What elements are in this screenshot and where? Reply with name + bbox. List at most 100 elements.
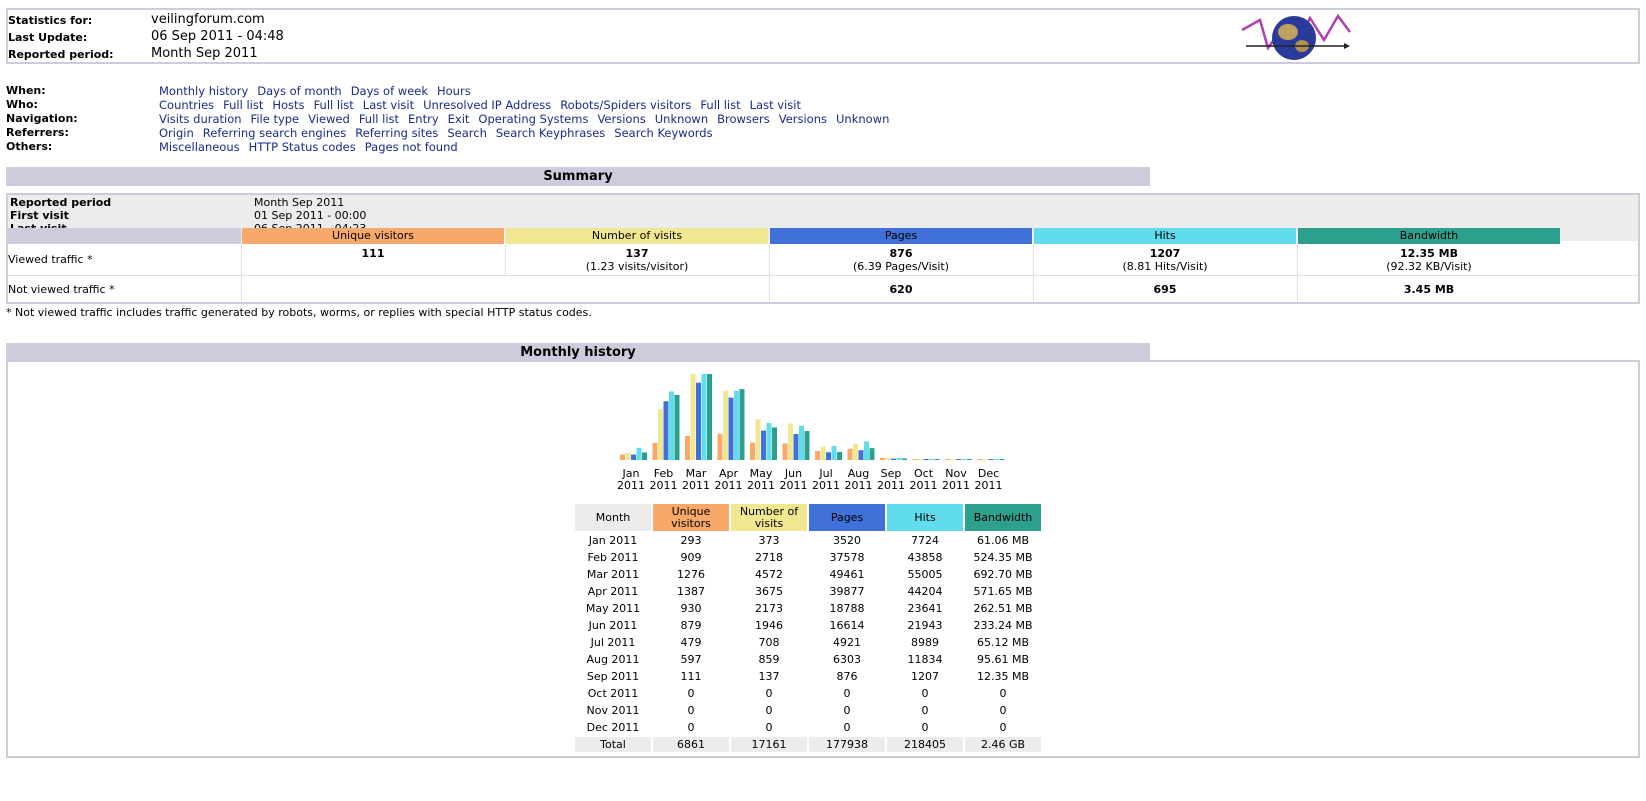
table-row: Dec 2011 0 0 0 0 0: [575, 720, 1041, 735]
table-cell: 43858: [907, 551, 943, 564]
th-pages: Pages: [809, 504, 885, 531]
nav-link[interactable]: Search Keywords: [614, 126, 713, 140]
table-cell: 65.12 MB: [976, 636, 1030, 649]
awstats-globe-logo-icon[interactable]: [1240, 12, 1352, 64]
chart-tick-month: Aug: [847, 467, 870, 480]
table-total-row: Total 6861 17161 177938 218405 2.46 GB: [575, 737, 1041, 752]
table-cell: 262.51 MB: [973, 602, 1033, 615]
nav-link[interactable]: Operating Systems: [478, 112, 589, 126]
table-cell: 12.35 MB: [976, 670, 1030, 683]
nav-link[interactable]: Unknown: [836, 112, 890, 126]
viewed-pages: 876 (6.39 Pages/Visit): [770, 247, 1032, 273]
table-cell: 0: [687, 721, 695, 734]
table-cell: 1276: [677, 568, 705, 581]
chart-bar: [788, 423, 793, 460]
table-cell: 909: [680, 551, 702, 564]
nav-others-label: Others:: [6, 140, 53, 153]
nav-link[interactable]: Entry: [408, 112, 439, 126]
nav-link[interactable]: Full list: [223, 98, 264, 112]
table-cell: 0: [999, 704, 1007, 717]
chart-bar: [988, 459, 994, 460]
not-viewed-bandwidth: 3.45 MB: [1298, 283, 1560, 296]
table-cell: 0: [921, 704, 929, 717]
chart-bar: [728, 397, 734, 460]
nav-link[interactable]: Search: [447, 126, 487, 140]
nav-link[interactable]: Hours: [437, 84, 471, 98]
chart-bar: [956, 459, 961, 460]
nav-link[interactable]: Browsers: [717, 112, 770, 126]
nav-link[interactable]: Full list: [358, 112, 400, 126]
table-row: Nov 2011 0 0 0 0 0: [575, 703, 1041, 718]
table-row: Aug 2011 597 859 6303 11834 95.61 MB: [575, 652, 1041, 667]
nav-link[interactable]: Full list: [313, 98, 354, 112]
nav-link[interactable]: Visits duration: [159, 112, 242, 126]
monthly-history-rows: Jan 2011 293 373 3520 7724 61.06 MB Feb 2011 90…: [575, 533, 1041, 752]
nav-link[interactable]: Unresolved IP Address: [423, 98, 552, 112]
table-cell: 44204: [907, 585, 943, 598]
nav-link[interactable]: Versions: [778, 112, 827, 126]
nav-link[interactable]: Referring sites: [355, 126, 439, 140]
table-cell: 39877: [829, 585, 865, 598]
chart-bar: [918, 459, 923, 460]
nav-link[interactable]: Last visit: [749, 98, 801, 112]
total-cell: 6861: [653, 737, 729, 752]
chart-bar: [929, 459, 934, 460]
chart-tick-month: Feb: [653, 467, 674, 480]
chart-bar: [707, 374, 712, 460]
nav-link[interactable]: Miscellaneous: [159, 140, 240, 154]
nav-link[interactable]: HTTP Status codes: [248, 140, 356, 154]
nav-link[interactable]: Last visit: [362, 98, 415, 112]
table-cell: Apr 2011: [587, 585, 639, 598]
chart-tick-year: 2011: [909, 479, 938, 492]
chart-tick-month: Jun: [784, 467, 803, 480]
nav-link[interactable]: Robots/Spiders visitors: [560, 98, 692, 112]
nav-link[interactable]: Hosts: [272, 98, 305, 112]
nav-link[interactable]: Countries: [159, 98, 215, 112]
table-cell: Jul 2011: [590, 636, 636, 649]
nav-referrers-label: Referrers:: [6, 126, 69, 139]
summary-reported-period-label: Reported period: [10, 196, 112, 209]
nav-link[interactable]: Monthly history: [159, 84, 249, 98]
table-cell: 0: [687, 704, 695, 717]
nav-link[interactable]: Exit: [447, 112, 470, 126]
chart-bar: [669, 391, 674, 460]
nav-link[interactable]: Referring search engines: [202, 126, 347, 140]
table-cell: 111: [680, 670, 702, 683]
table-cell: 1207: [911, 670, 939, 683]
table-cell: 0: [765, 687, 773, 700]
table-cell: 21943: [907, 619, 943, 632]
table-cell: 7724: [911, 534, 939, 547]
chart-bar: [734, 390, 739, 460]
chart-bar: [858, 450, 864, 460]
nav-link[interactable]: Days of week: [350, 84, 428, 98]
table-row: Mar 2011 1276 4572 49461 55005 692.70 MB: [575, 567, 1041, 582]
summary-first-visit-value: 01 Sep 2011 - 00:00: [254, 209, 367, 222]
table-cell: 233.24 MB: [973, 619, 1033, 632]
nav-link[interactable]: Origin: [159, 126, 194, 140]
nav-link[interactable]: Versions: [597, 112, 646, 126]
table-row: Apr 2011 1387 3675 39877 44204 571.65 MB: [575, 584, 1041, 599]
last-update-label: Last Update:: [8, 31, 88, 44]
monthly-history-title: Monthly history: [6, 343, 1150, 362]
table-cell: 0: [999, 687, 1007, 700]
nav-when-label: When:: [6, 84, 46, 97]
chart-tick-label: Oct 2011: [907, 468, 941, 492]
nav-link[interactable]: File type: [250, 112, 300, 126]
nav-link[interactable]: Viewed: [308, 112, 350, 126]
nav-link[interactable]: Days of month: [257, 84, 342, 98]
table-cell: 16614: [829, 619, 865, 632]
table-cell: 4921: [833, 636, 861, 649]
summary-first-visit-label: First visit: [10, 209, 69, 222]
table-cell: 95.61 MB: [976, 653, 1030, 666]
nav-link[interactable]: Search Keyphrases: [495, 126, 606, 140]
chart-bar: [717, 433, 723, 460]
table-cell: 55005: [907, 568, 943, 581]
chart-bar: [685, 435, 690, 460]
nav-link[interactable]: Full list: [700, 98, 741, 112]
chart-tick-year: 2011: [682, 479, 710, 492]
table-row: Jul 2011 479 708 4921 8989 65.12 MB: [575, 635, 1041, 650]
nav-link[interactable]: Unknown: [654, 112, 709, 126]
table-cell: Nov 2011: [586, 704, 640, 717]
table-row: Jun 2011 879 1946 16614 21943 233.24 MB: [575, 618, 1041, 633]
nav-link[interactable]: Pages not found: [364, 140, 458, 154]
